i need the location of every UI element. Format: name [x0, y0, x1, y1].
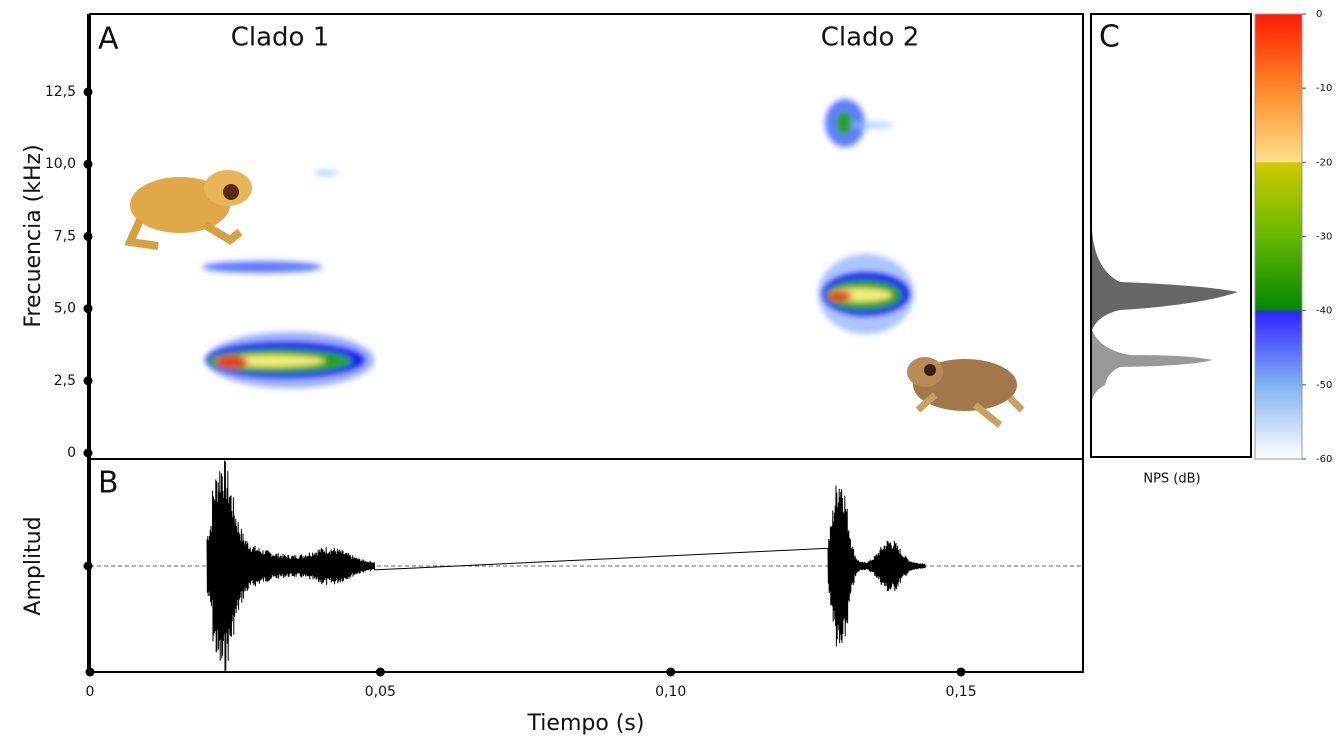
- frog-2: [907, 357, 1025, 428]
- x-tick-dot: [956, 667, 966, 677]
- axis-dot: [83, 561, 93, 571]
- panel-label: A: [98, 22, 119, 57]
- x-tick-label: 0,05: [365, 684, 396, 700]
- y-tick-dot: [83, 159, 93, 169]
- colorbar-tick-label: -50: [1316, 380, 1332, 391]
- y-tick-label: 2,5: [54, 373, 76, 389]
- panel-label: B: [98, 466, 119, 501]
- y-tick-label: 0: [67, 445, 76, 461]
- colorbar-tick-label: -20: [1316, 157, 1332, 168]
- y-tick-dot: [83, 231, 93, 241]
- x-tick-label: 0,15: [945, 684, 976, 700]
- y-tick-dot: [83, 448, 93, 458]
- y-tick-dot: [83, 304, 93, 314]
- colorbar-tick-label: -30: [1316, 232, 1332, 243]
- colorbar-tick-label: -60: [1316, 454, 1332, 465]
- x-tick-dot: [375, 667, 385, 677]
- annotation: Clado 2: [821, 23, 920, 53]
- y-tick-dot: [83, 87, 93, 97]
- y-tick-label: 7,5: [54, 228, 76, 244]
- x-axis-title: NPS (dB): [1143, 472, 1200, 487]
- y-tick-label: 10,0: [45, 156, 76, 172]
- y-tick-label: 5,0: [54, 301, 76, 317]
- colorbar-tick-label: -40: [1316, 306, 1332, 317]
- colorbar-tick-label: -10: [1316, 83, 1332, 94]
- x-tick-label: 0: [86, 684, 95, 700]
- x-tick-label: 0,10: [655, 684, 686, 700]
- annotation: Clado 1: [231, 23, 330, 53]
- colorbar: [1254, 13, 1303, 460]
- x-axis-title: Tiempo (s): [527, 711, 645, 736]
- y-tick-label: 12,5: [45, 84, 76, 100]
- y-axis-title: Amplitud: [21, 516, 46, 615]
- colorbar-tick-label: 0: [1316, 9, 1322, 20]
- panel-label: C: [1099, 20, 1120, 55]
- x-tick-dot: [85, 667, 95, 677]
- waveform: [206, 460, 926, 672]
- panel-c-frame: [1090, 13, 1252, 458]
- spectrum-peak-2: [1092, 330, 1213, 400]
- y-axis-title: Frecuencia (kHz): [21, 144, 46, 327]
- spectrogram-blobs: [202, 99, 914, 388]
- frog-1: [124, 170, 252, 250]
- y-tick-dot: [83, 376, 93, 386]
- x-tick-dot: [666, 667, 676, 677]
- spectrum-peak-1: [1092, 230, 1238, 330]
